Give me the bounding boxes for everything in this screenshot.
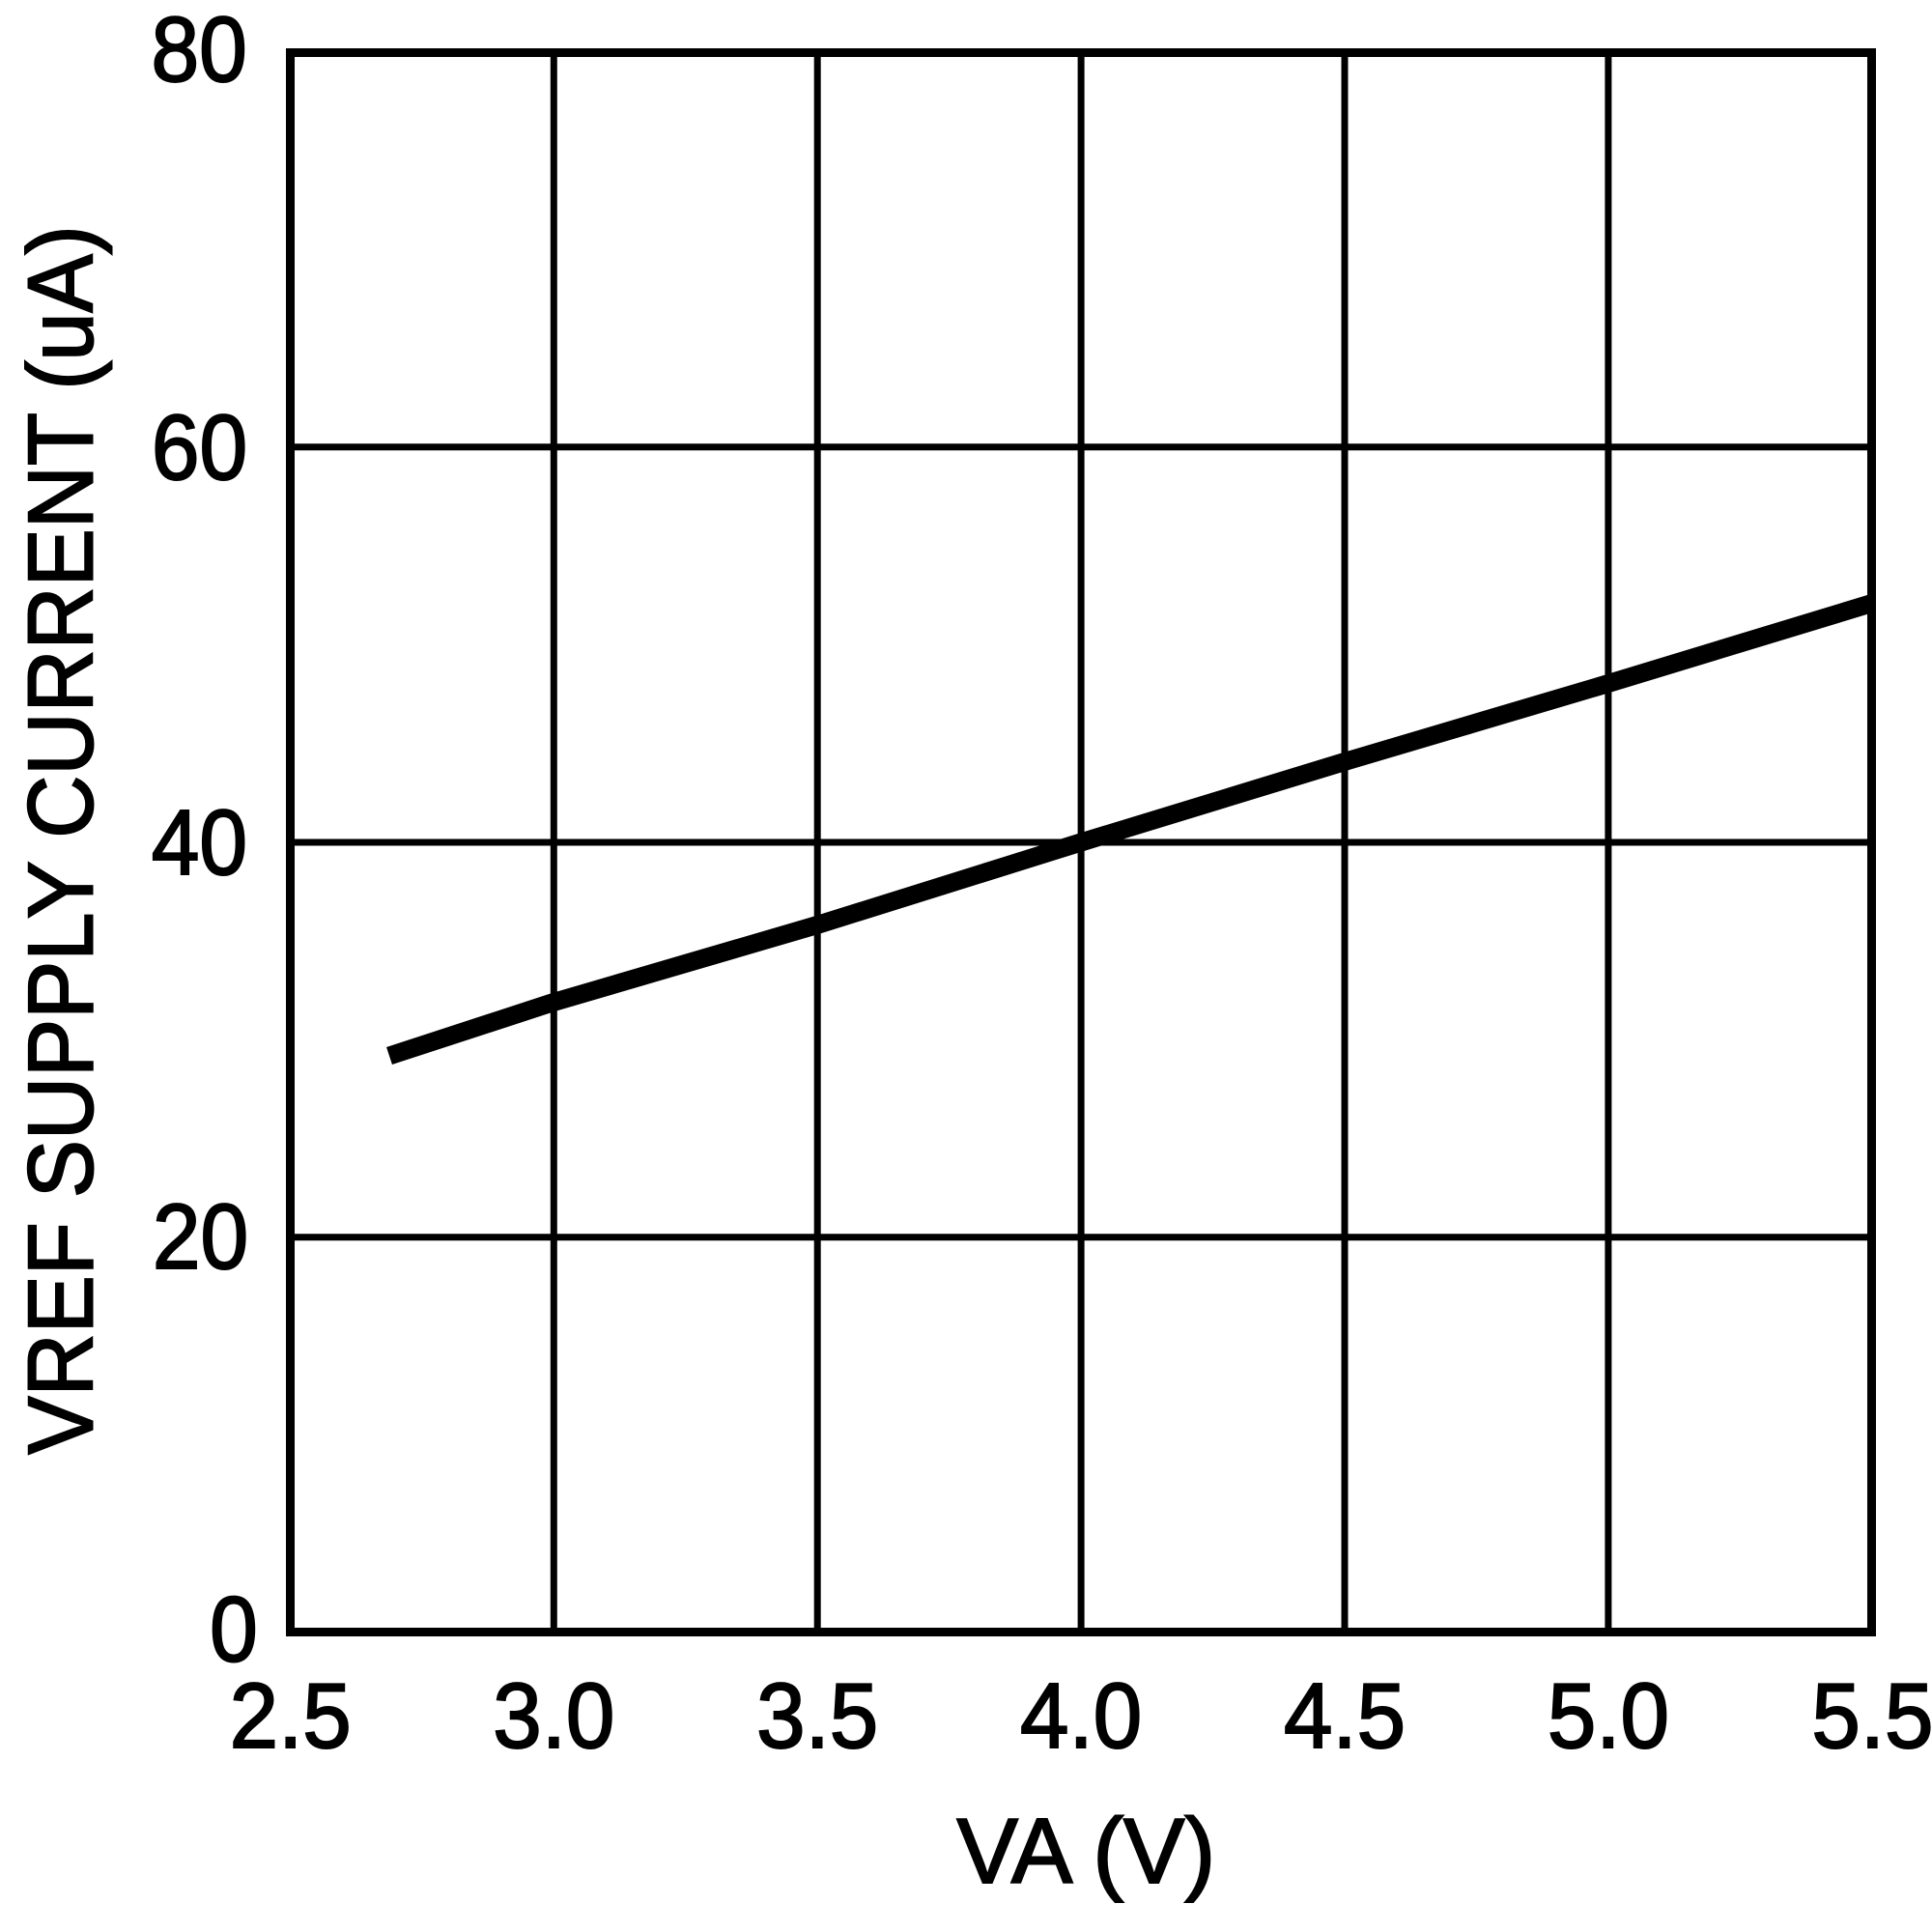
- svg-text:40: 40: [152, 790, 247, 895]
- svg-text:20: 20: [153, 1184, 248, 1289]
- svg-text:60: 60: [152, 395, 247, 499]
- svg-text:4.0: 4.0: [1020, 1663, 1142, 1768]
- svg-text:80: 80: [151, 0, 246, 101]
- svg-text:5.5: 5.5: [1811, 1663, 1932, 1768]
- svg-text:VREF SUPPLY CURRENT (uA): VREF SUPPLY CURRENT (uA): [9, 225, 112, 1454]
- svg-text:0: 0: [210, 1577, 258, 1682]
- svg-text:4.5: 4.5: [1284, 1663, 1406, 1768]
- svg-text:VA (V): VA (V): [957, 1801, 1216, 1904]
- svg-text:3.5: 3.5: [756, 1663, 878, 1768]
- svg-text:2.5: 2.5: [230, 1663, 352, 1768]
- svg-text:5.0: 5.0: [1548, 1663, 1669, 1768]
- svg-text:3.0: 3.0: [493, 1663, 614, 1768]
